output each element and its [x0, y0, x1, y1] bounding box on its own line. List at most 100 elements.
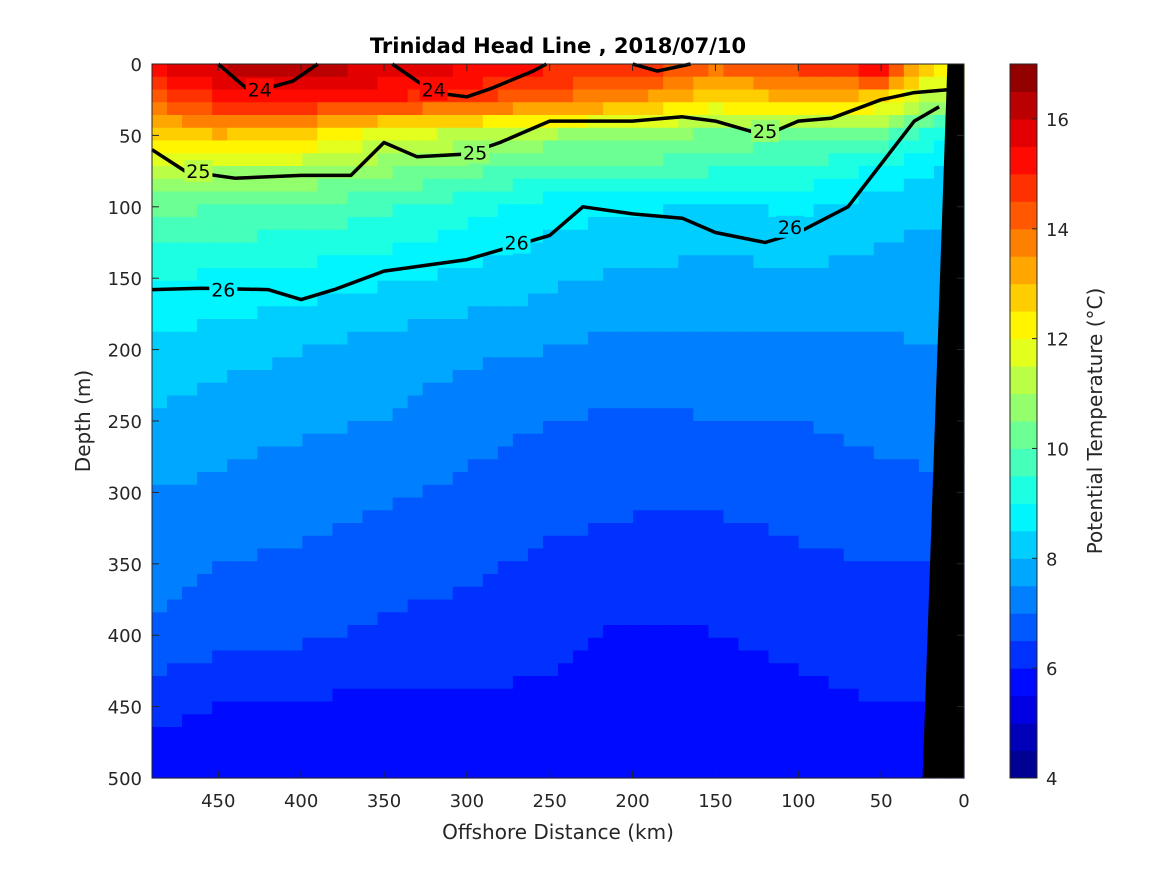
temperature-cell [197, 497, 213, 511]
temperature-cell [708, 739, 725, 754]
temperature-cell [903, 408, 920, 422]
temperature-cell [347, 178, 364, 193]
temperature-cell [452, 510, 469, 524]
temperature-cell [422, 268, 439, 282]
temperature-cell [407, 64, 424, 78]
temperature-cell [317, 268, 334, 282]
temperature-cell [377, 89, 394, 103]
temperature-cell [603, 535, 619, 550]
temperature-cell [182, 484, 198, 499]
temperature-cell [422, 688, 439, 703]
temperature-cell [512, 433, 529, 448]
temperature-cell [573, 102, 589, 116]
colorbar-segment [1010, 366, 1037, 395]
temperature-cell [573, 523, 589, 537]
temperature-cell [542, 89, 559, 103]
temperature-cell [888, 510, 905, 524]
temperature-cell [242, 331, 258, 346]
temperature-cell [798, 344, 815, 358]
temperature-cell [272, 255, 288, 269]
temperature-cell [152, 523, 168, 537]
temperature-cell [362, 153, 379, 167]
temperature-cell [197, 370, 213, 384]
temperature-cell [377, 752, 394, 766]
temperature-cell [182, 625, 198, 639]
temperature-cell [753, 255, 770, 269]
temperature-cell [603, 688, 619, 703]
temperature-cell [287, 89, 303, 103]
temperature-cell [377, 535, 394, 550]
temperature-cell [242, 676, 258, 690]
temperature-cell [588, 153, 604, 167]
temperature-cell [708, 127, 725, 142]
isopycnal-label-bg [245, 78, 274, 101]
temperature-cell [753, 382, 770, 397]
temperature-cell [603, 663, 619, 677]
temperature-cell [663, 688, 679, 703]
temperature-cell [618, 561, 634, 575]
temperature-cell [588, 625, 604, 639]
temperature-cell [678, 561, 694, 575]
temperature-cell [708, 293, 725, 307]
temperature-cell [903, 76, 920, 91]
temperature-cell [482, 637, 499, 652]
temperature-cell [663, 574, 679, 588]
temperature-cell [302, 599, 319, 613]
temperature-cell [738, 331, 755, 346]
temperature-cell [212, 625, 228, 639]
temperature-cell [347, 140, 364, 154]
temperature-cell [768, 650, 785, 664]
temperature-cell [452, 280, 469, 295]
temperature-cell [858, 229, 875, 244]
temperature-cell [783, 408, 800, 422]
temperature-cell [678, 599, 694, 613]
temperature-cell [242, 548, 258, 562]
temperature-cell [753, 166, 770, 180]
temperature-cell [437, 370, 454, 384]
temperature-cell [272, 242, 288, 256]
temperature-cell [287, 319, 303, 333]
temperature-cell [888, 280, 905, 295]
temperature-cell [813, 752, 830, 766]
temperature-cell [332, 76, 349, 91]
temperature-cell [633, 459, 649, 473]
temperature-cell [903, 64, 920, 78]
temperature-cell [377, 229, 394, 244]
temperature-cell [242, 242, 258, 256]
temperature-cell [678, 178, 694, 193]
temperature-cell [452, 586, 469, 601]
temperature-cell [603, 153, 619, 167]
temperature-cell [392, 510, 409, 524]
temperature-cell [723, 497, 740, 511]
temperature-cell [828, 408, 845, 422]
temperature-cell [422, 331, 439, 346]
temperature-cell [573, 242, 589, 256]
temperature-cell [858, 344, 875, 358]
temperature-cell [167, 663, 183, 677]
temperature-cell [197, 242, 213, 256]
colorbar-segment [1010, 668, 1037, 697]
temperature-cell [347, 382, 364, 397]
temperature-cell [167, 727, 183, 741]
temperature-cell [347, 395, 364, 409]
temperature-cell [152, 510, 168, 524]
temperature-cell [723, 76, 740, 91]
temperature-cell [302, 688, 319, 703]
temperature-cell [257, 459, 273, 473]
temperature-cell [888, 484, 905, 499]
temperature-cell [197, 433, 213, 448]
temperature-cell [497, 574, 514, 588]
temperature-cell [873, 650, 890, 664]
temperature-cell [482, 765, 499, 779]
temperature-cell [317, 510, 334, 524]
temperature-cell [603, 714, 619, 728]
temperature-cell [843, 650, 860, 664]
temperature-cell [828, 765, 845, 779]
temperature-cell [437, 421, 454, 435]
temperature-cell [407, 612, 424, 626]
temperature-cell [197, 739, 213, 754]
temperature-cell [182, 102, 198, 116]
temperature-cell [422, 102, 439, 116]
temperature-cell [858, 64, 875, 78]
temperature-cell [663, 586, 679, 601]
